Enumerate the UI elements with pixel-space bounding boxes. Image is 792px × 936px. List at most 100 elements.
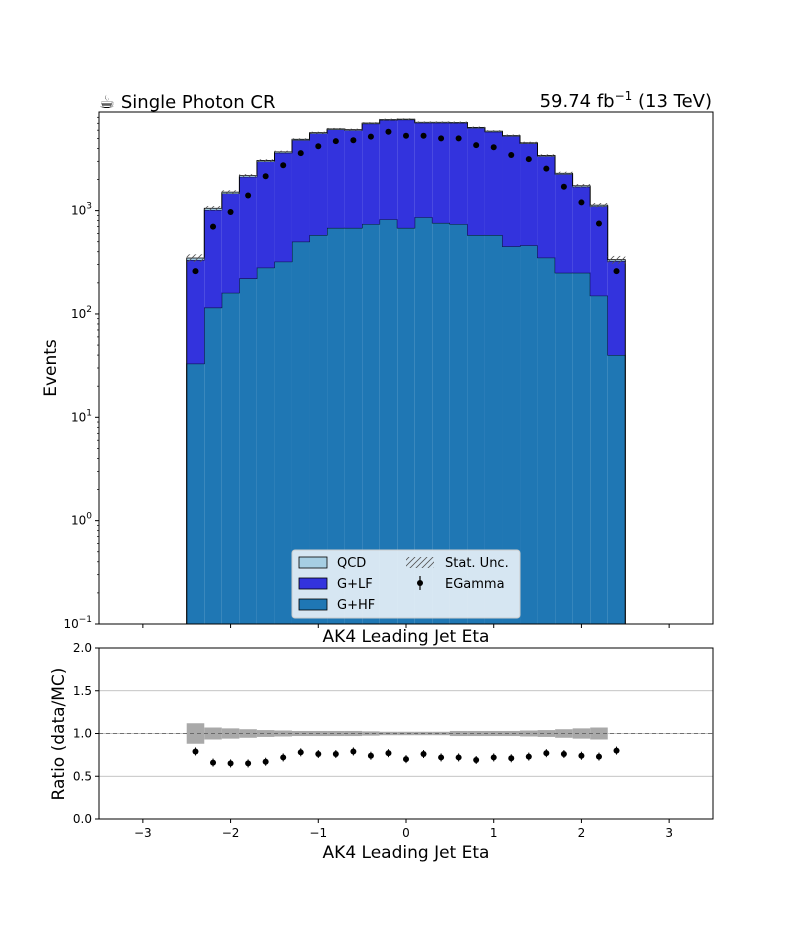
bar-glf-20 bbox=[537, 156, 556, 258]
ratio-x-tick-label-4: 1 bbox=[490, 826, 498, 840]
ratio-point-6 bbox=[297, 749, 304, 756]
stat-unc-23 bbox=[590, 203, 608, 208]
legend-label-statunc: Stat. Unc. bbox=[445, 556, 509, 571]
bar-glf-17 bbox=[484, 131, 503, 236]
bar-glf-11 bbox=[379, 120, 398, 220]
ratio-point-9 bbox=[350, 748, 357, 755]
ratio-point-13 bbox=[420, 751, 427, 758]
stat-unc-12 bbox=[397, 118, 415, 120]
ratio-band-20 bbox=[537, 730, 556, 737]
bar-glf-19 bbox=[520, 143, 538, 246]
ratio-point-22 bbox=[578, 752, 585, 759]
stat-unc-22 bbox=[572, 184, 591, 188]
legend-swatch-glf bbox=[298, 577, 328, 590]
ratio-point-1 bbox=[210, 759, 217, 766]
bar-glf-8 bbox=[327, 129, 345, 228]
ratio-point-19 bbox=[525, 753, 532, 760]
ratio-band-10 bbox=[362, 731, 380, 736]
legend-label-glf: G+LF bbox=[337, 577, 373, 592]
ratio-band-14 bbox=[432, 731, 450, 736]
bar-glf-3 bbox=[239, 176, 257, 279]
main-y-ticks: 10−1 100 101 102 103 bbox=[63, 116, 99, 631]
bar-ghf-8 bbox=[327, 227, 345, 624]
bar-ghf-16 bbox=[467, 235, 485, 624]
ratio-point-20 bbox=[543, 750, 550, 757]
bar-ghf-2 bbox=[221, 292, 240, 624]
bar-ghf-3 bbox=[239, 278, 257, 624]
stat-unc-15 bbox=[449, 121, 468, 124]
egamma-point-24 bbox=[613, 268, 620, 275]
egamma-point-15 bbox=[455, 135, 462, 142]
stat-unc-10 bbox=[362, 122, 380, 124]
legend-swatch-ghf bbox=[298, 598, 328, 611]
bar-ghf-13 bbox=[414, 217, 433, 624]
stat-unc-19 bbox=[520, 141, 538, 144]
bar-glf-1 bbox=[204, 209, 222, 308]
ratio-x-tick-label-6: 3 bbox=[665, 826, 673, 840]
bar-glf-6 bbox=[291, 140, 310, 242]
stat-unc-3 bbox=[239, 174, 257, 178]
bar-ghf-5 bbox=[274, 261, 292, 624]
legend-label-egamma: EGamma bbox=[445, 577, 505, 592]
ratio-point-12 bbox=[403, 756, 409, 763]
bar-glf-14 bbox=[432, 122, 450, 223]
stat-unc-7 bbox=[309, 131, 328, 134]
ratio-panel: 0.0 0.5 1.0 1.5 2.0 −3 −2 −1 0 1 2 3 Ratio (data/M… bbox=[49, 641, 714, 863]
egamma-point-4 bbox=[262, 173, 269, 180]
ratio-y-axis-label: Ratio (data/MC) bbox=[49, 668, 69, 801]
ratio-point-11 bbox=[385, 750, 392, 757]
ratio-band-0 bbox=[186, 723, 205, 744]
ratio-y-tick-label-1: 0.5 bbox=[73, 769, 92, 783]
bar-ghf-18 bbox=[502, 246, 521, 625]
bar-ghf-15 bbox=[449, 224, 468, 624]
main-panel: 10−1 100 101 102 103 Events AK4 Leading Jet … bbox=[41, 111, 714, 647]
egamma-point-6 bbox=[297, 150, 304, 157]
egamma-point-13 bbox=[420, 132, 427, 139]
egamma-point-9 bbox=[350, 137, 357, 144]
bar-ghf-23 bbox=[590, 295, 608, 624]
bar-ghf-21 bbox=[555, 272, 573, 624]
ratio-x-tick-label-0: −3 bbox=[134, 826, 152, 840]
egamma-point-1 bbox=[210, 223, 217, 230]
egamma-point-2 bbox=[227, 208, 234, 215]
egamma-point-3 bbox=[245, 192, 252, 199]
egamma-point-12 bbox=[403, 132, 409, 139]
ratio-x-tick-label-3: 0 bbox=[402, 826, 410, 840]
ratio-x-tick-label-1: −2 bbox=[222, 826, 240, 840]
stat-unc-18 bbox=[502, 134, 521, 137]
legend-swatch-statunc bbox=[406, 557, 434, 568]
main-y-tick-label-4: 103 bbox=[71, 202, 92, 218]
main-y-tick-label-1: 100 bbox=[71, 512, 92, 528]
ratio-points bbox=[192, 746, 620, 768]
bar-ghf-10 bbox=[362, 224, 380, 624]
ratio-point-10 bbox=[367, 752, 374, 759]
egamma-point-21 bbox=[560, 183, 567, 190]
plot-title: ☕ Single Photon CR bbox=[99, 92, 275, 113]
legend-label-qcd: QCD bbox=[337, 556, 366, 571]
main-y-axis-label: Events bbox=[41, 339, 61, 397]
bar-ghf-14 bbox=[432, 222, 450, 625]
stat-unc-4 bbox=[256, 159, 275, 162]
main-x-ticks bbox=[142, 624, 670, 628]
main-y-tick-label-2: 101 bbox=[71, 408, 92, 424]
bar-ghf-20 bbox=[537, 257, 556, 624]
stat-unc-9 bbox=[344, 128, 363, 131]
ratio-point-8 bbox=[332, 751, 339, 758]
egamma-point-19 bbox=[525, 156, 532, 163]
ratio-point-24 bbox=[613, 747, 620, 754]
bar-glf-15 bbox=[449, 123, 468, 225]
bar-glf-5 bbox=[274, 152, 292, 262]
ratio-point-2 bbox=[227, 760, 234, 767]
ratio-band-4 bbox=[256, 730, 275, 737]
main-y-tick-label-3: 102 bbox=[71, 305, 92, 321]
egamma-point-16 bbox=[473, 142, 480, 149]
stat-unc-21 bbox=[555, 171, 573, 175]
stat-unc-6 bbox=[291, 138, 310, 141]
bar-glf-9 bbox=[344, 130, 363, 228]
bar-ghf-0 bbox=[186, 363, 205, 624]
bar-ghf-24 bbox=[607, 355, 626, 624]
legend-swatch-qcd bbox=[298, 556, 328, 569]
egamma-point-10 bbox=[367, 133, 374, 140]
stat-unc-24 bbox=[607, 255, 626, 264]
